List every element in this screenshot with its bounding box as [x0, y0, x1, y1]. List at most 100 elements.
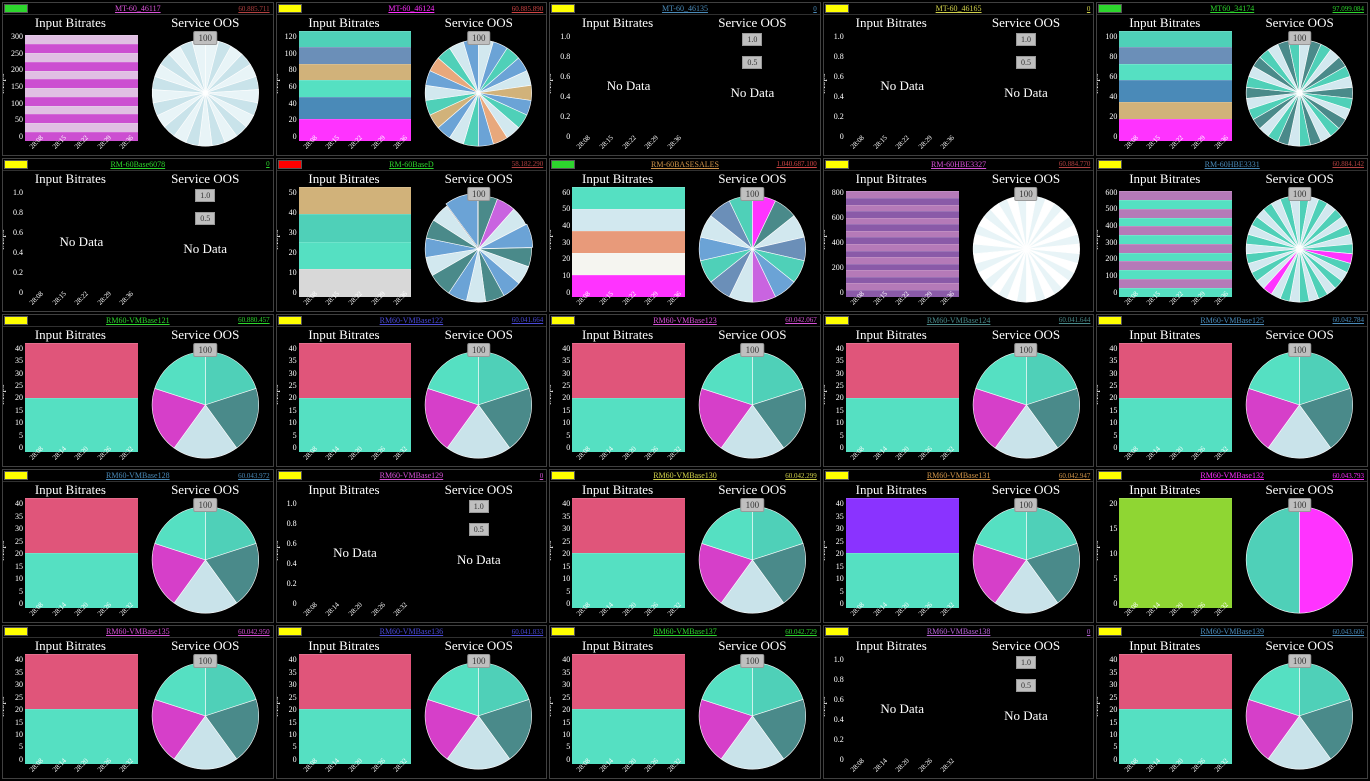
panel-title[interactable]: RM60-VMBase135	[106, 627, 170, 636]
monitor-panel[interactable]: MT-60_4611760.885.711Input BitratesMbps3…	[2, 2, 274, 156]
chart-title: Service OOS	[411, 327, 546, 343]
panel-meta: 60.041.664	[512, 316, 544, 324]
panel-title[interactable]: RM-60BaseD	[389, 160, 433, 169]
panel-title[interactable]: RM60-VMBase129	[380, 471, 444, 480]
monitor-panel[interactable]: RM60-VMBase1380Input BitratesMbps1.00.80…	[823, 625, 1095, 779]
panel-title[interactable]: RM-60BASESALES	[651, 160, 719, 169]
y-axis-label: Mbps	[549, 696, 553, 717]
input-bitrates-chart: Input BitratesMbps1.00.80.60.40.20No Dat…	[550, 15, 685, 155]
panel-title[interactable]: RM60-VMBase128	[106, 471, 170, 480]
service-oos-chart: Service OOS100	[685, 171, 820, 311]
status-indicator	[4, 160, 28, 169]
pie-center-badge: 100	[1288, 31, 1312, 45]
panel-title[interactable]: MT-60_46124	[388, 4, 434, 13]
service-oos-chart: Service OOS1.00.5No Data	[959, 638, 1094, 778]
panel-title[interactable]: RM60-VMBase125	[1200, 316, 1264, 325]
panel-title[interactable]: MT-60_46117	[115, 4, 161, 13]
chart-title: Input Bitrates	[824, 327, 959, 343]
y-axis-label: Mbps	[2, 541, 6, 562]
status-indicator	[4, 627, 28, 636]
monitor-panel[interactable]: RM60-VMBase12860.043.972Input BitratesMb…	[2, 469, 274, 623]
panel-header: RM60-VMBase1380	[824, 626, 1094, 638]
chart-title: Service OOS	[685, 638, 820, 654]
panel-title[interactable]: RM60-VMBase137	[653, 627, 717, 636]
service-oos-chart: Service OOS100	[685, 638, 820, 778]
chart-title: Input Bitrates	[3, 327, 138, 343]
panel-title[interactable]: RM60-VMBase132	[1200, 471, 1264, 480]
chart-title: Input Bitrates	[824, 482, 959, 498]
panel-meta: 60.884.142	[1333, 160, 1365, 168]
status-indicator	[825, 316, 849, 325]
monitor-panel[interactable]: RM60-VMBase122 60.041.664 Input BitratesMb…	[276, 314, 548, 468]
input-bitrates-chart: Input BitratesMbps403530252015105028:082…	[550, 482, 685, 622]
monitor-panel[interactable]: RM-60Base60780Input BitratesMbps1.00.80.…	[2, 158, 274, 312]
monitor-panel[interactable]: RM60-VMBase13660.041.833Input BitratesMb…	[276, 625, 548, 779]
monitor-panel[interactable]: MT-60_4612460.885.890Input BitratesMbps1…	[276, 2, 548, 156]
status-indicator	[278, 471, 302, 480]
pie-center-badge: 100	[1014, 498, 1038, 512]
panel-header: RM-60BASESALES1.040.687.100	[550, 159, 820, 171]
chart-title: Service OOS	[685, 327, 820, 343]
panel-meta: 0	[1087, 5, 1091, 13]
service-oos-chart: Service OOS100	[411, 638, 546, 778]
panel-meta: 60.043.793	[1333, 472, 1365, 480]
input-bitrates-chart: Input BitratesMbps605040302010028:0828:1…	[550, 171, 685, 311]
panel-title[interactable]: RM60-VMBase123	[653, 316, 717, 325]
monitor-panel[interactable]: RM-60HBE332760.884.770Input BitratesMbps…	[823, 158, 1095, 312]
monitor-panel[interactable]: RM60-VMBase13560.042.950Input BitratesMb…	[2, 625, 274, 779]
panel-title[interactable]: RM60-VMBase138	[927, 627, 991, 636]
chart-title: Service OOS	[685, 15, 820, 31]
pie-center-badge: 100	[193, 654, 217, 668]
monitor-panel[interactable]: RM60-VMBase13260.043.793Input BitratesMb…	[1096, 469, 1368, 623]
panel-title[interactable]: RM60-VMBase130	[653, 471, 717, 480]
panel-title[interactable]: RM60-VMBase124	[927, 316, 991, 325]
panel-header: MT-60_461350	[550, 3, 820, 15]
panel-title[interactable]: RM60-VMBase139	[1200, 627, 1264, 636]
input-bitrates-chart: Input BitratesMbps1.00.80.60.40.20No Dat…	[3, 171, 138, 311]
service-oos-chart: Service OOS100	[411, 15, 546, 155]
monitor-panel[interactable]: RM60-VMBase13160.042.947Input BitratesMb…	[823, 469, 1095, 623]
chart-title: Service OOS	[959, 638, 1094, 654]
no-data-label: No Data	[299, 498, 412, 608]
monitor-panel[interactable]: RM60-VMBase12460.041.644Input BitratesMb…	[823, 314, 1095, 468]
monitor-panel[interactable]: MT-60_461350Input BitratesMbps1.00.80.60…	[549, 2, 821, 156]
panel-meta: 97.099.084	[1333, 5, 1365, 13]
panel-title[interactable]: MT-60_46165	[936, 4, 982, 13]
monitor-panel[interactable]: RM-60HBE333160.884.142Input BitratesMbps…	[1096, 158, 1368, 312]
panel-title[interactable]: MT-60_46135	[662, 4, 708, 13]
panel-header: RM60-VMBase12460.041.644	[824, 315, 1094, 327]
monitor-panel[interactable]: MT60_3417497.099.084Input BitratesMbps10…	[1096, 2, 1368, 156]
status-indicator	[551, 316, 575, 325]
input-bitrates-chart: Input BitratesMbps403530252015105028:082…	[1097, 638, 1232, 778]
service-oos-chart: Service OOS100	[138, 638, 273, 778]
monitor-panel[interactable]: RM60-VMBase13960.043.606Input BitratesMb…	[1096, 625, 1368, 779]
chart-title: Service OOS	[138, 482, 273, 498]
monitor-panel[interactable]: RM60-VMBase13760.042.729Input BitratesMb…	[549, 625, 821, 779]
panel-title[interactable]: RM60-VMBase136	[380, 627, 444, 636]
chart-title: Service OOS	[1232, 327, 1367, 343]
panel-title[interactable]: RM60-VMBase121	[106, 316, 170, 325]
y-axis-label: Mbps	[1096, 385, 1100, 406]
chart-title: Service OOS	[1232, 482, 1367, 498]
panel-title[interactable]: MT60_34174	[1210, 4, 1254, 13]
status-indicator	[551, 160, 575, 169]
status-indicator	[4, 4, 28, 13]
monitor-panel[interactable]: RM-60BASESALES1.040.687.100Input Bitrate…	[549, 158, 821, 312]
monitor-panel[interactable]: RM60-VMBase12160.880.457Input BitratesMb…	[2, 314, 274, 468]
monitor-panel[interactable]: RM60-VMBase12560.042.784Input BitratesMb…	[1096, 314, 1368, 468]
pie-center-badge: 100	[193, 343, 217, 357]
monitor-panel[interactable]: RM-60BaseD58.182.290Input BitratesMbps50…	[276, 158, 548, 312]
panel-title[interactable]: RM60-VMBase131	[927, 471, 991, 480]
panel-header: RM60-VMBase13160.042.947	[824, 470, 1094, 482]
panel-title[interactable]: RM-60Base6078	[110, 160, 165, 169]
panel-title[interactable]: RM60-VMBase122	[380, 316, 444, 325]
pie-center-badge: 100	[1288, 498, 1312, 512]
input-bitrates-chart: Input BitratesMbps403530252015105028:082…	[277, 327, 412, 467]
panel-title[interactable]: RM-60HBE3331	[1205, 160, 1260, 169]
input-bitrates-chart: Input BitratesMbps12010080604020028:0828…	[277, 15, 412, 155]
monitor-panel[interactable]: MT-60_461650Input BitratesMbps1.00.80.60…	[823, 2, 1095, 156]
monitor-panel[interactable]: RM60-VMBase12360.042.067Input BitratesMb…	[549, 314, 821, 468]
monitor-panel[interactable]: RM60-VMBase13060.042.299Input BitratesMb…	[549, 469, 821, 623]
monitor-panel[interactable]: RM60-VMBase1290Input BitratesMbps1.00.80…	[276, 469, 548, 623]
panel-title[interactable]: RM-60HBE3327	[931, 160, 986, 169]
